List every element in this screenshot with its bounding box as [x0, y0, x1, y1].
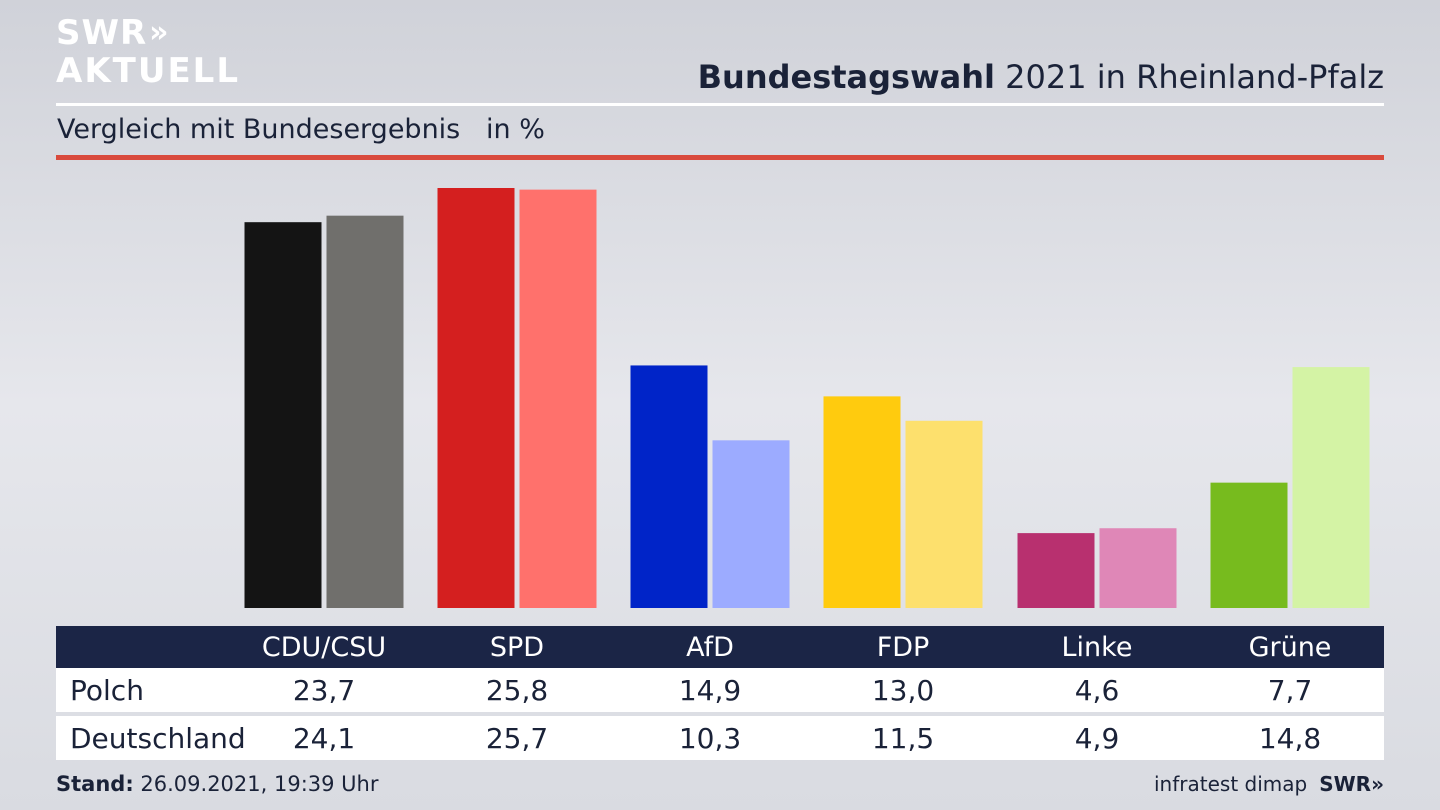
bar-fdp-polch [823, 396, 901, 608]
chart-subtitle: Vergleich mit Bundesergebnis in % [57, 114, 545, 145]
bar-cdu-csu-polch [244, 222, 322, 609]
bar-linke-polch [1017, 533, 1095, 608]
chart-title-rest: 2021 in Rheinland-Pfalz [995, 58, 1384, 96]
bar-afd-polch [630, 365, 708, 608]
table-cell: 25,8 [485, 673, 549, 707]
table-cell: 13,0 [871, 673, 935, 707]
table-cell: 25,7 [485, 721, 549, 755]
subtitle-divider [56, 155, 1384, 160]
timestamp: Stand: 26.09.2021, 19:39 Uhr [56, 772, 379, 796]
chart-title-bold: Bundestagswahl [697, 58, 995, 96]
bar-spd-polch [437, 188, 515, 608]
title-divider [56, 103, 1384, 106]
chart-title: Bundestagswahl 2021 in Rheinland-Pfalz [698, 58, 1384, 96]
bar-afd-deutschland [712, 440, 790, 608]
row-label: Deutschland [70, 721, 246, 755]
table-cell: 14,9 [678, 673, 742, 707]
table-header-cell: Grüne [1248, 631, 1332, 663]
bar-gr-ne-deutschland [1292, 367, 1370, 608]
swr-aktuell-logo: SWR» AKTUELL [56, 16, 240, 88]
table-cell: 7,7 [1267, 673, 1313, 707]
table-header-cell: FDP [876, 631, 930, 663]
bar-gr-ne-polch [1210, 482, 1288, 608]
table-cell: 4,6 [1074, 673, 1120, 707]
timestamp-value: 26.09.2021, 19:39 Uhr [133, 772, 379, 796]
row-label: Polch [70, 673, 144, 707]
logo-swr-text: SWR [56, 13, 148, 53]
bar-spd-deutschland [519, 189, 597, 608]
table-cell: 24,1 [292, 721, 356, 755]
timestamp-label: Stand: [56, 772, 134, 796]
source-credit: infratest dimap SWR» [1154, 772, 1384, 796]
table-header-cell: SPD [489, 631, 545, 663]
table-cell: 11,5 [871, 721, 935, 755]
table-header-cell: AfD [686, 631, 734, 663]
bar-cdu-csu-deutschland [326, 215, 404, 608]
swr-brand-icon: SWR» [1319, 772, 1384, 796]
bar-fdp-deutschland [905, 420, 983, 608]
table-cell: 23,7 [292, 673, 356, 707]
table-cell: 10,3 [678, 721, 742, 755]
table-row: Polch 23,7 25,8 14,9 13,0 4,6 7,7 [56, 668, 1384, 712]
table-cell: 4,9 [1074, 721, 1120, 755]
results-table: CDU/CSU SPD AfD FDP Linke Grüne Polch 23,7 25,… [56, 626, 1384, 760]
logo-aktuell-text: AKTUELL [56, 51, 241, 91]
table-cell: 14,8 [1258, 721, 1322, 755]
table-header-cell: CDU/CSU [261, 631, 387, 663]
bar-linke-deutschland [1099, 528, 1177, 608]
table-row: Deutschland 24,1 25,7 10,3 11,5 4,9 14,8 [56, 716, 1384, 760]
table-header-row: CDU/CSU SPD AfD FDP Linke Grüne [56, 626, 1384, 668]
table-header-cell: Linke [1061, 631, 1133, 663]
source-text: infratest dimap [1154, 772, 1308, 796]
